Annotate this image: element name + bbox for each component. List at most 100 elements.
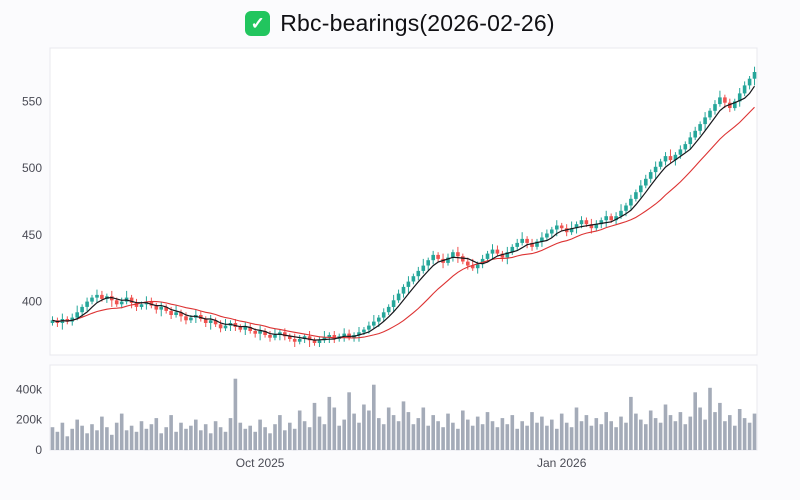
candle-body [85, 301, 89, 307]
volume-bar [253, 431, 257, 450]
volume-bar [223, 431, 228, 450]
volume-bar [485, 412, 490, 450]
volume-bar [574, 407, 579, 450]
volume-bar [337, 425, 341, 450]
volume-bar [475, 416, 480, 450]
volume-bar [134, 431, 139, 450]
volume-bar [723, 421, 727, 450]
volume-bar [559, 413, 564, 450]
volume-bar [708, 387, 712, 450]
candle-body [456, 252, 460, 257]
candle-body [466, 261, 470, 266]
volume-bar [312, 402, 317, 450]
volume-bar [248, 425, 252, 450]
price-axis-label: 550 [22, 94, 42, 108]
candle-body [421, 265, 426, 271]
candle-body [342, 333, 346, 337]
volume-bar [639, 419, 643, 450]
candle-body [708, 110, 712, 118]
candle-body [461, 256, 465, 262]
volume-bar [213, 421, 218, 450]
volume-bar [421, 407, 426, 450]
candle-body [307, 336, 312, 341]
candle-body [317, 340, 322, 343]
candle-body [357, 332, 361, 335]
volume-bar [693, 392, 697, 450]
volume-bar [451, 422, 455, 450]
candle-body [174, 312, 178, 315]
candle-body [154, 305, 159, 310]
candle-body [737, 93, 742, 102]
volume-bar [594, 418, 599, 450]
candle-body [619, 210, 623, 217]
volume-bar [194, 419, 198, 450]
volume-bar [283, 430, 287, 450]
volume-bar [95, 430, 99, 450]
volume-bar [302, 421, 307, 450]
candle-body [283, 332, 287, 337]
volume-bar [634, 413, 638, 450]
volume-bar [203, 424, 208, 450]
volume-bar [307, 427, 312, 450]
candle-body [510, 246, 515, 253]
volume-bar [713, 412, 717, 450]
candle-body [742, 85, 747, 94]
candle-body [189, 317, 193, 321]
volume-bar [500, 418, 505, 450]
candle-body [80, 306, 84, 313]
volume-bar [292, 428, 297, 451]
x-axis-label: Oct 2025 [236, 456, 285, 470]
volume-bar [159, 433, 163, 450]
candle-body [451, 252, 455, 258]
volume-bar [129, 425, 134, 450]
checked-checkbox-icon: ✓ [245, 10, 271, 36]
volume-bar [569, 427, 574, 450]
volume-bar [119, 413, 124, 450]
candle-body [110, 296, 114, 301]
candle-body [149, 301, 154, 306]
candle-body [505, 252, 510, 258]
candle-body [381, 312, 386, 318]
volume-bar [233, 378, 238, 450]
candle-body [490, 249, 495, 254]
candle-body [550, 229, 554, 234]
candle-body [268, 335, 272, 338]
candle-body [653, 166, 658, 173]
candle-body [485, 253, 490, 259]
volume-bar [742, 418, 747, 450]
volume-axis-label: 0 [35, 443, 42, 457]
candle-body [119, 301, 124, 305]
volume-bar [703, 419, 707, 450]
volume-bar [144, 428, 149, 451]
volume-bar [124, 430, 129, 450]
volume-bar [391, 415, 396, 450]
volume-bar [604, 412, 608, 450]
candle-body [391, 300, 396, 307]
candle-body [698, 124, 702, 131]
x-axis-label: Jan 2026 [537, 456, 587, 470]
candle-body [302, 336, 307, 339]
candle-body [569, 228, 574, 233]
candle-body [693, 130, 697, 138]
volume-bar [174, 431, 178, 450]
volume-bar [228, 418, 233, 450]
candle-body [579, 220, 584, 225]
candle-body [545, 233, 549, 238]
price-axis-label: 500 [22, 161, 42, 175]
candle-body [520, 238, 524, 243]
candle-body [263, 331, 267, 335]
volume-bar [85, 433, 89, 450]
volume-bar [372, 384, 376, 450]
volume-bar [381, 424, 386, 450]
volume-bar [644, 424, 648, 450]
candle-body [292, 339, 297, 342]
volume-bar [648, 410, 653, 450]
candle-body [273, 335, 277, 338]
volume-bar [614, 427, 618, 450]
candle-body [100, 294, 104, 299]
candle-body [297, 339, 302, 342]
candle-body [50, 320, 55, 323]
volume-bar [668, 415, 673, 450]
volume-bar [55, 431, 60, 450]
volume-bar [737, 409, 742, 450]
